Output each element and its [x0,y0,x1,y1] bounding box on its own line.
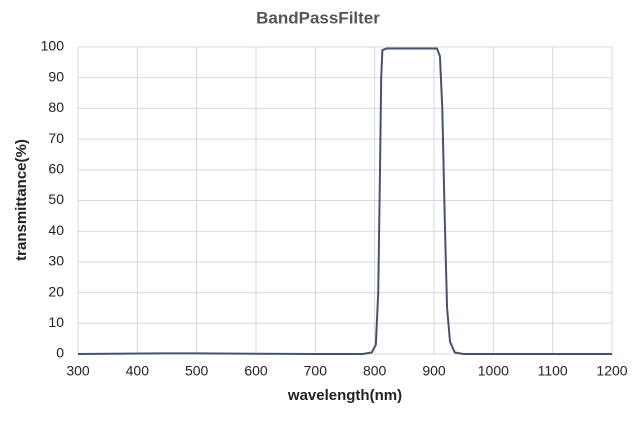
x-tick-label: 300 [66,363,90,379]
x-tick-label: 800 [363,363,387,379]
y-tick-label: 100 [41,38,65,54]
y-tick-label: 30 [48,253,64,269]
y-tick-label: 10 [48,314,64,330]
x-tick-label: 600 [244,363,268,379]
y-tick-label: 80 [48,99,64,115]
x-tick-label: 400 [126,363,150,379]
x-tick-label: 1000 [478,363,509,379]
x-tick-label: 500 [185,363,209,379]
chart-title: BandPassFilter [256,8,380,27]
y-tick-label: 70 [48,130,64,146]
y-tick-label: 90 [48,68,64,84]
x-tick-label: 1200 [596,363,627,379]
data-line [77,47,612,355]
y-axis-label: transmittance(%) [13,139,30,261]
x-tick-label: 700 [304,363,328,379]
y-tick-label: 20 [48,283,64,299]
y-tick-label: 60 [48,161,64,177]
y-tick-label: 0 [56,345,64,361]
x-tick-label: 900 [422,363,446,379]
y-tick-label: 50 [48,191,64,207]
y-tick-label: 40 [48,222,64,238]
x-axis-label: wavelength(nm) [287,387,402,404]
x-tick-label: 1100 [538,363,568,379]
